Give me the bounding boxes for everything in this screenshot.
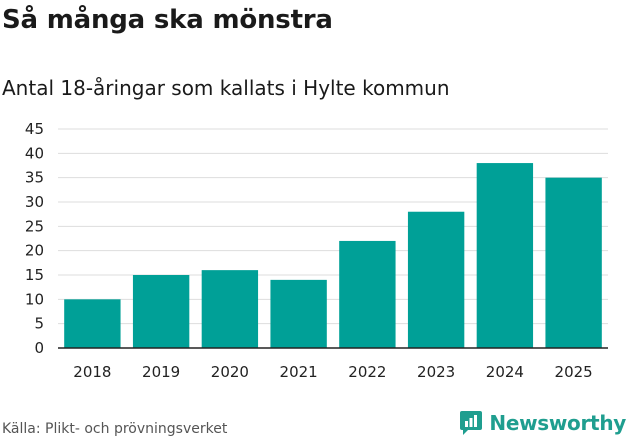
bar-2023 — [407, 211, 465, 348]
y-tick-label: 20 — [25, 242, 44, 260]
bar-2019 — [132, 275, 190, 348]
bar-2024 — [476, 163, 534, 348]
brand-name: Newsworthy — [489, 411, 626, 435]
y-tick-label: 25 — [25, 217, 44, 235]
brand-logo: Newsworthy — [459, 408, 626, 438]
x-tick-label: 2025 — [555, 363, 593, 381]
bar-2021 — [270, 279, 327, 348]
bar-2018 — [64, 299, 121, 348]
chart-subtitle: Antal 18-åringar som kallats i Hylte kom… — [2, 76, 450, 100]
y-tick-label: 35 — [25, 169, 44, 187]
bars — [64, 163, 602, 348]
y-tick-label: 15 — [25, 266, 44, 284]
x-tick-label: 2024 — [486, 363, 524, 381]
bar-2022 — [339, 240, 396, 348]
source-note: Källa: Plikt- och prövningsverket — [2, 421, 228, 437]
chart-title: Så många ska mönstra — [2, 5, 333, 35]
x-tick-label: 2022 — [348, 363, 386, 381]
x-tick-label: 2018 — [73, 363, 111, 381]
bar-2020 — [201, 270, 259, 348]
y-tick-label: 30 — [25, 193, 44, 211]
x-tick-label: 2019 — [142, 363, 180, 381]
x-tick-label: 2021 — [280, 363, 318, 381]
y-tick-label: 45 — [25, 120, 44, 138]
bar-2025 — [545, 177, 602, 348]
x-tick-label: 2023 — [417, 363, 455, 381]
y-tick-label: 5 — [34, 315, 44, 333]
x-tick-label: 2020 — [211, 363, 249, 381]
bar-chart-logo-icon — [460, 411, 483, 435]
y-tick-label: 10 — [25, 290, 44, 308]
y-tick-label: 40 — [25, 144, 44, 162]
y-tick-label: 0 — [34, 339, 44, 357]
